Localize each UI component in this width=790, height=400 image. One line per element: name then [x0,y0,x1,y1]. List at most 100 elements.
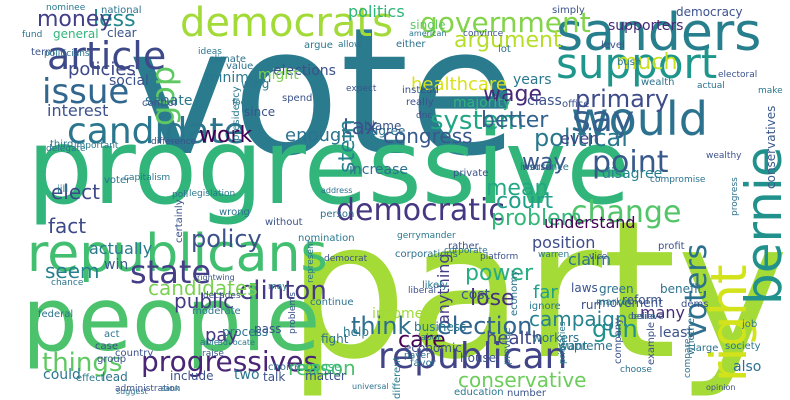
word-better: better [481,108,549,133]
word-democrat: democrat [324,254,368,264]
word-workers: workers [532,331,580,345]
word-point: point [592,145,669,180]
word-candidates: candidates [148,276,258,300]
word-lead: lead [102,370,128,384]
word-compromise: compromise [650,175,706,185]
word-conservative: conservative [458,368,587,392]
word-warren: warren [538,250,570,260]
word-state: state [130,253,212,291]
word-liberal: liberal [408,286,436,296]
word-different: different [392,356,403,399]
word-primaries: primaries [558,320,568,364]
word-clinton: clinton [239,276,327,306]
word-system: system [430,106,524,136]
word-years: years [513,72,552,88]
word-company: company [613,317,624,364]
word-legislation: legislation [189,189,236,199]
word-wealth: wealth [641,77,675,88]
word-important: important [74,141,119,151]
word-understand: understand [544,213,636,232]
word-much: much [616,50,678,75]
word-democracy: democracy [676,5,743,19]
word-decades: decades [203,291,241,301]
word-suggest: suggest [116,387,148,396]
word-run: run [581,298,602,312]
word-presidency: presidency [231,86,242,141]
word-convince: convince [463,29,504,39]
word-court: court [496,189,554,214]
word-cost: cost [461,287,491,303]
word-healthcare: healthcare [411,74,507,95]
word-allow: allow [338,40,362,50]
word-supporters: supporters [608,18,684,34]
word-voter: voter [104,175,131,186]
word-desire: desire [628,312,656,322]
word-economic: economic [404,341,462,355]
word-change: change [571,195,682,230]
word-issue: issue [42,72,130,112]
word-tax: tax [343,115,379,140]
word-number: number [507,388,547,399]
word-sank: sank [161,384,180,393]
word-nominee: nominee [46,3,86,13]
word-either: either [396,39,426,50]
word-conservatives: conservatives [764,105,778,189]
word-democratic: democratic [336,193,505,228]
word-single: single [410,18,446,32]
word-difference: difference [151,137,197,147]
word-poll: poll [172,190,189,200]
word-simply: simply [552,5,585,16]
word-focus: focus [232,98,257,108]
word-platform: platform [480,252,519,262]
word-problems: problems [288,292,298,335]
word-opinion: opinion [706,383,736,392]
word-capitalism: capitalism [124,173,171,183]
word-without: without [265,217,303,228]
word-control: control [142,98,177,109]
word-sanders: sanders [556,3,762,63]
word-raise: raise [202,349,224,359]
word-job: job [742,319,758,330]
word-mean: mean [486,176,549,201]
word-person: person [320,209,355,220]
word-could: could [43,367,81,383]
word-would: would [571,92,708,146]
word-advocate: advocate [218,338,255,347]
word-interest: interest [47,101,109,120]
word-vote: vote [128,0,518,195]
word-address: address [321,186,353,195]
word-expect: expect [346,84,377,94]
word-win: win [104,257,129,273]
word-political: political [534,124,628,152]
word-bush: bush [617,57,642,68]
word-climate: climate [209,54,246,65]
word-jill: jill [57,184,69,195]
word-actually: actually [89,239,153,258]
word-things: things [42,348,123,378]
word-clear: clear [107,26,137,40]
word-think: think [351,312,412,340]
word-worse: worse [522,162,552,173]
word-moderate: moderate [192,306,241,317]
word-delegate: delegate [46,144,86,154]
word-laws: laws [571,281,598,295]
word-increase: increase [349,162,409,178]
word-actual: actual [697,81,725,91]
word-democrats: democrats [180,0,393,46]
word-nomination: nomination [298,233,355,244]
word-continue: continue [310,297,354,308]
word-progressive: progressive [27,106,631,228]
word-large: large [693,343,719,354]
word-congress: congress [383,124,473,148]
word-example: example [646,321,657,365]
word-blame: blame [364,119,402,133]
word-policies: policies [68,59,136,80]
word-problem: problem [491,206,583,231]
word-private: private [453,168,489,179]
word-way: way [522,150,567,175]
word-may: may [268,282,288,292]
word-oppose: oppose [298,360,342,374]
word-certainly: certainly [174,199,185,243]
word-effect: effect [76,373,105,384]
